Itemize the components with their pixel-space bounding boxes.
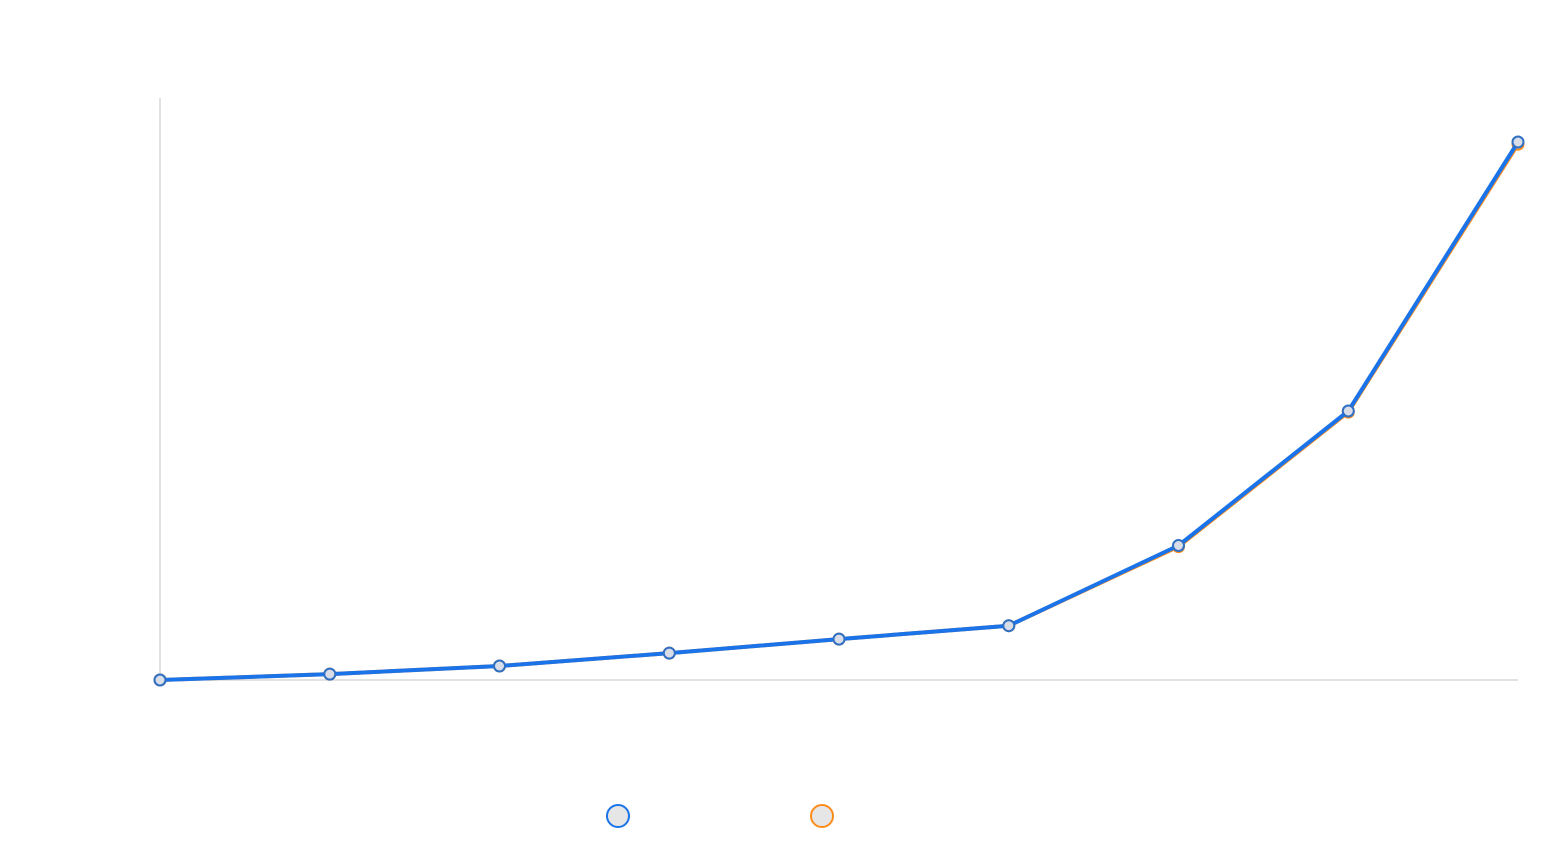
series-2-line bbox=[158, 142, 1520, 682]
series-2 bbox=[153, 137, 1525, 687]
series-1-point-5[interactable] bbox=[832, 632, 846, 646]
legend-marker-series-1[interactable] bbox=[606, 804, 630, 828]
series-1-point-7[interactable] bbox=[1172, 539, 1185, 552]
series-1-line bbox=[158, 140, 1520, 682]
legend-marker-series-2[interactable] bbox=[810, 804, 834, 828]
series-1-point-8[interactable] bbox=[1341, 404, 1355, 418]
axes bbox=[159, 98, 1518, 681]
series-1-point-3[interactable] bbox=[493, 659, 506, 673]
series-1-point-4[interactable] bbox=[662, 646, 676, 660]
series-1-point-2[interactable] bbox=[323, 667, 337, 681]
series-1-point-9[interactable] bbox=[1511, 135, 1525, 149]
series-1-point-6[interactable] bbox=[1002, 619, 1016, 633]
legend[interactable] bbox=[606, 804, 834, 828]
series-1 bbox=[153, 135, 1525, 687]
series-layer bbox=[153, 135, 1525, 687]
series-1-point-1[interactable] bbox=[153, 673, 167, 687]
